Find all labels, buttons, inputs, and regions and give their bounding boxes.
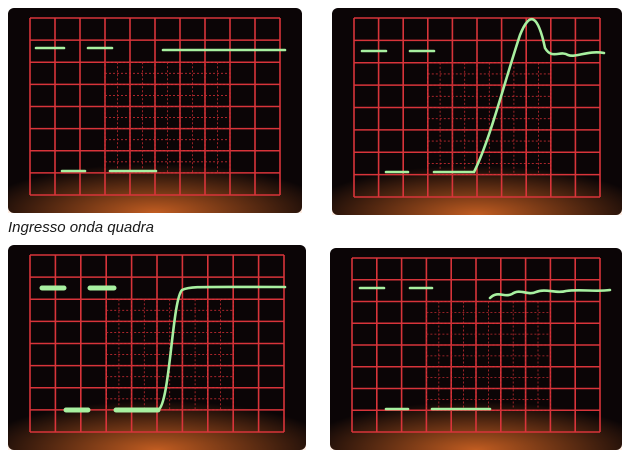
oscilloscope-figure: Ingresso onda quadra [0,0,627,450]
caption: Ingresso onda quadra [8,219,154,236]
